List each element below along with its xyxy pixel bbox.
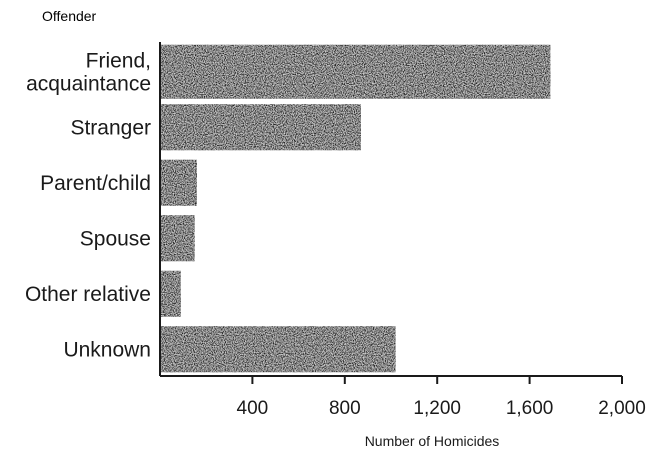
y-axis-title: Offender	[42, 8, 97, 24]
x-tick-label: 800	[329, 398, 361, 419]
category-label: Unknown	[63, 338, 151, 361]
category-label: acquaintance	[26, 72, 151, 95]
category-label: Parent/child	[40, 172, 151, 195]
x-axis-title: Number of Homicides	[365, 433, 500, 449]
category-label: Friend,	[86, 49, 151, 72]
x-tick-label: 1,200	[413, 398, 461, 419]
bar	[160, 326, 396, 373]
x-axis-ticks: 400 800 1,200 1,600 2,000	[237, 376, 646, 419]
bar	[160, 44, 551, 99]
x-tick-label: 2,000	[598, 398, 646, 419]
bar	[160, 104, 361, 151]
bar	[160, 215, 195, 262]
bar	[160, 270, 181, 317]
bars-group	[160, 44, 551, 373]
bar	[160, 159, 197, 206]
category-label: Spouse	[80, 227, 151, 250]
x-tick-label: 1,600	[506, 398, 554, 419]
category-labels: Friend,acquaintance Stranger Parent/child S…	[25, 49, 151, 361]
category-label: Stranger	[70, 116, 151, 139]
x-tick-label: 400	[237, 398, 269, 419]
category-label: Other relative	[25, 283, 151, 306]
